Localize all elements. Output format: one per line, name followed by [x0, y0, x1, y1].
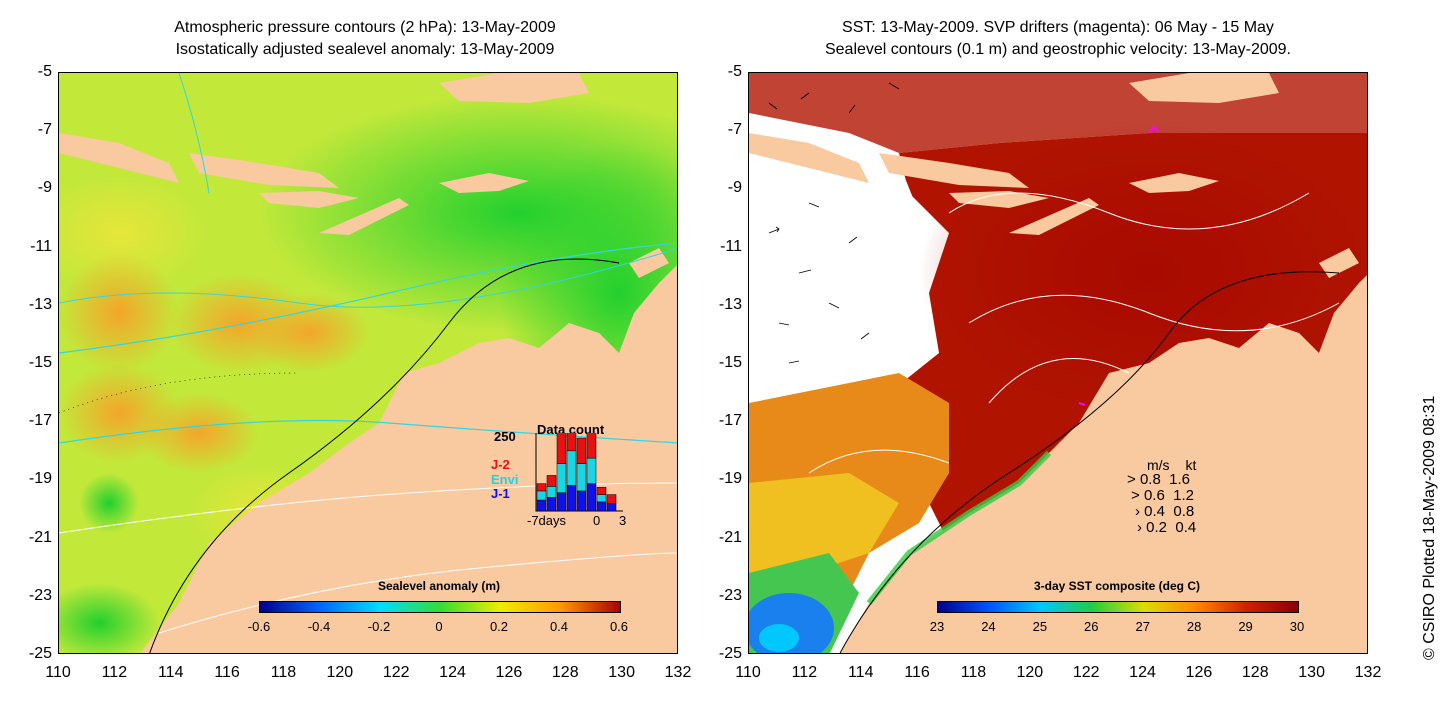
velocity-kt-value: 1.2 — [1173, 487, 1194, 504]
right-colorbar-title: 3-day SST composite (deg C) — [1033, 579, 1201, 593]
y-tick-label: -9 — [37, 179, 52, 197]
colorbar-tick-label: 0.2 — [489, 619, 509, 634]
y-tick-label: -19 — [28, 470, 52, 488]
x-tick-label: 112 — [101, 664, 128, 681]
left-title-line1: Atmospheric pressure contours (2 hPa): 1… — [174, 19, 556, 36]
y-tick-label: -11 — [720, 237, 742, 255]
y-tick-label: -7 — [37, 121, 52, 139]
x-tick-label: 126 — [1185, 664, 1213, 681]
x-tick-label: 114 — [157, 664, 184, 681]
sealevel-anomaly-map[interactable]: Data count 250 J-2 Envi J-1 -7days 0 3 S… — [58, 72, 678, 654]
sealevel-anomaly-field — [59, 73, 677, 653]
colorbar-tick-label: 25 — [1032, 619, 1048, 634]
velocity-kt-value: 0.8 — [1173, 503, 1195, 520]
x-tick-label: 118 — [960, 664, 987, 681]
x-tick-label: 132 — [1354, 664, 1382, 681]
y-tick-label: -15 — [718, 354, 742, 371]
y-tick-label: -7 — [727, 121, 742, 139]
velocity-kt-value: 1.6 — [1169, 471, 1190, 488]
colorbar-tick-label: 28 — [1186, 619, 1202, 634]
x-tick-label: 124 — [439, 664, 466, 681]
x-tick-label: 124 — [1129, 664, 1156, 681]
velocity-header-kt: kt — [1185, 457, 1197, 473]
x-tick-label: 130 — [608, 664, 635, 681]
colorbar-tick-label: 26 — [1084, 619, 1099, 634]
velocity-kt-value: 0.4 — [1175, 519, 1197, 536]
velocity-header: m/s kt — [1147, 457, 1196, 473]
velocity-ms-value: 0.2 — [1146, 519, 1168, 536]
left-colorbar — [259, 601, 621, 613]
velocity-ms-value: 0.8 — [1139, 471, 1161, 488]
colorbar-tick-label: 0.4 — [549, 619, 569, 634]
x-tick-label: 110 — [45, 664, 71, 681]
x-tick-label: 112 — [791, 664, 818, 681]
y-tick-label: -23 — [718, 586, 742, 604]
sst-field — [749, 73, 1367, 653]
x-tick-label: 126 — [495, 664, 523, 681]
y-tick-label: -21 — [28, 528, 52, 546]
x-tick-label: 116 — [904, 664, 930, 681]
x-tick-label: 110 — [735, 664, 761, 681]
velocity-row: > 0.6 1.2 — [1131, 487, 1194, 504]
colorbar-tick-label: -0.2 — [367, 619, 391, 634]
x-tick-label: 128 — [1241, 664, 1269, 681]
velocity-arrows — [768, 82, 900, 364]
y-tick-label: -17 — [28, 412, 52, 430]
x-tick-label: 122 — [1072, 664, 1100, 681]
right-title-line1: SST: 13-May-2009. SVP drifters (magenta)… — [842, 19, 1274, 36]
copyright-label: © CSIRO Plotted 18-May-2009 08:31 — [1421, 395, 1438, 660]
right-title-line2: Sealevel contours (0.1 m) and geostrophi… — [824, 41, 1291, 58]
y-tick-label: -5 — [727, 63, 742, 80]
y-tick-label: -15 — [28, 354, 52, 371]
x-tick-label: 128 — [551, 664, 579, 681]
y-tick-label: -9 — [727, 179, 742, 197]
left-colorbar-title: Sealevel anomaly (m) — [377, 579, 501, 593]
colorbar-tick-label: 30 — [1289, 619, 1305, 634]
velocity-ms-value: 0.4 — [1144, 503, 1166, 520]
velocity-row: > 0.8 1.6 — [1127, 471, 1190, 488]
y-tick-label: -17 — [718, 412, 742, 430]
y-tick-label: -19 — [718, 470, 742, 488]
right-colorbar — [937, 601, 1299, 613]
velocity-ms-value: 0.6 — [1143, 487, 1165, 504]
colorbar-tick-label: 24 — [981, 619, 996, 634]
x-tick-label: 116 — [214, 664, 240, 681]
colorbar-tick-label: -0.6 — [247, 619, 271, 634]
y-tick-label: -5 — [37, 63, 52, 80]
velocity-header-ms: m/s — [1147, 457, 1170, 473]
y-tick-label: -25 — [28, 645, 52, 662]
colorbar-tick-label: 0 — [435, 619, 443, 634]
x-tick-label: 130 — [1298, 664, 1325, 681]
velocity-row: › 0.4 0.8 — [1135, 503, 1195, 520]
velocity-row: › 0.2 0.4 — [1137, 519, 1197, 536]
colorbar-tick-label: 29 — [1238, 619, 1253, 634]
colorbar-tick-label: 23 — [929, 619, 945, 634]
colorbar-tick-label: 27 — [1135, 619, 1150, 634]
x-tick-label: 120 — [326, 664, 354, 681]
y-tick-label: -23 — [28, 586, 52, 604]
sst-map[interactable]: m/s kt > 0.8 1.6 > 0.6 1.2 › 0.4 0.8 › 0… — [748, 72, 1368, 654]
y-tick-label: -13 — [718, 295, 742, 313]
x-tick-label: 120 — [1016, 664, 1044, 681]
left-title-line2: Isostatically adjusted sealevel anomaly:… — [175, 41, 555, 58]
x-tick-label: 122 — [382, 664, 410, 681]
y-tick-label: -11 — [30, 237, 52, 255]
colorbar-tick-label: -0.4 — [307, 619, 331, 634]
y-tick-label: -25 — [718, 645, 742, 662]
y-tick-label: -21 — [718, 528, 742, 546]
x-tick-label: 114 — [847, 664, 874, 681]
colorbar-tick-label: 0.6 — [609, 619, 629, 634]
y-tick-label: -13 — [28, 295, 52, 313]
x-tick-label: 118 — [270, 664, 297, 681]
x-tick-label: 132 — [664, 664, 692, 681]
